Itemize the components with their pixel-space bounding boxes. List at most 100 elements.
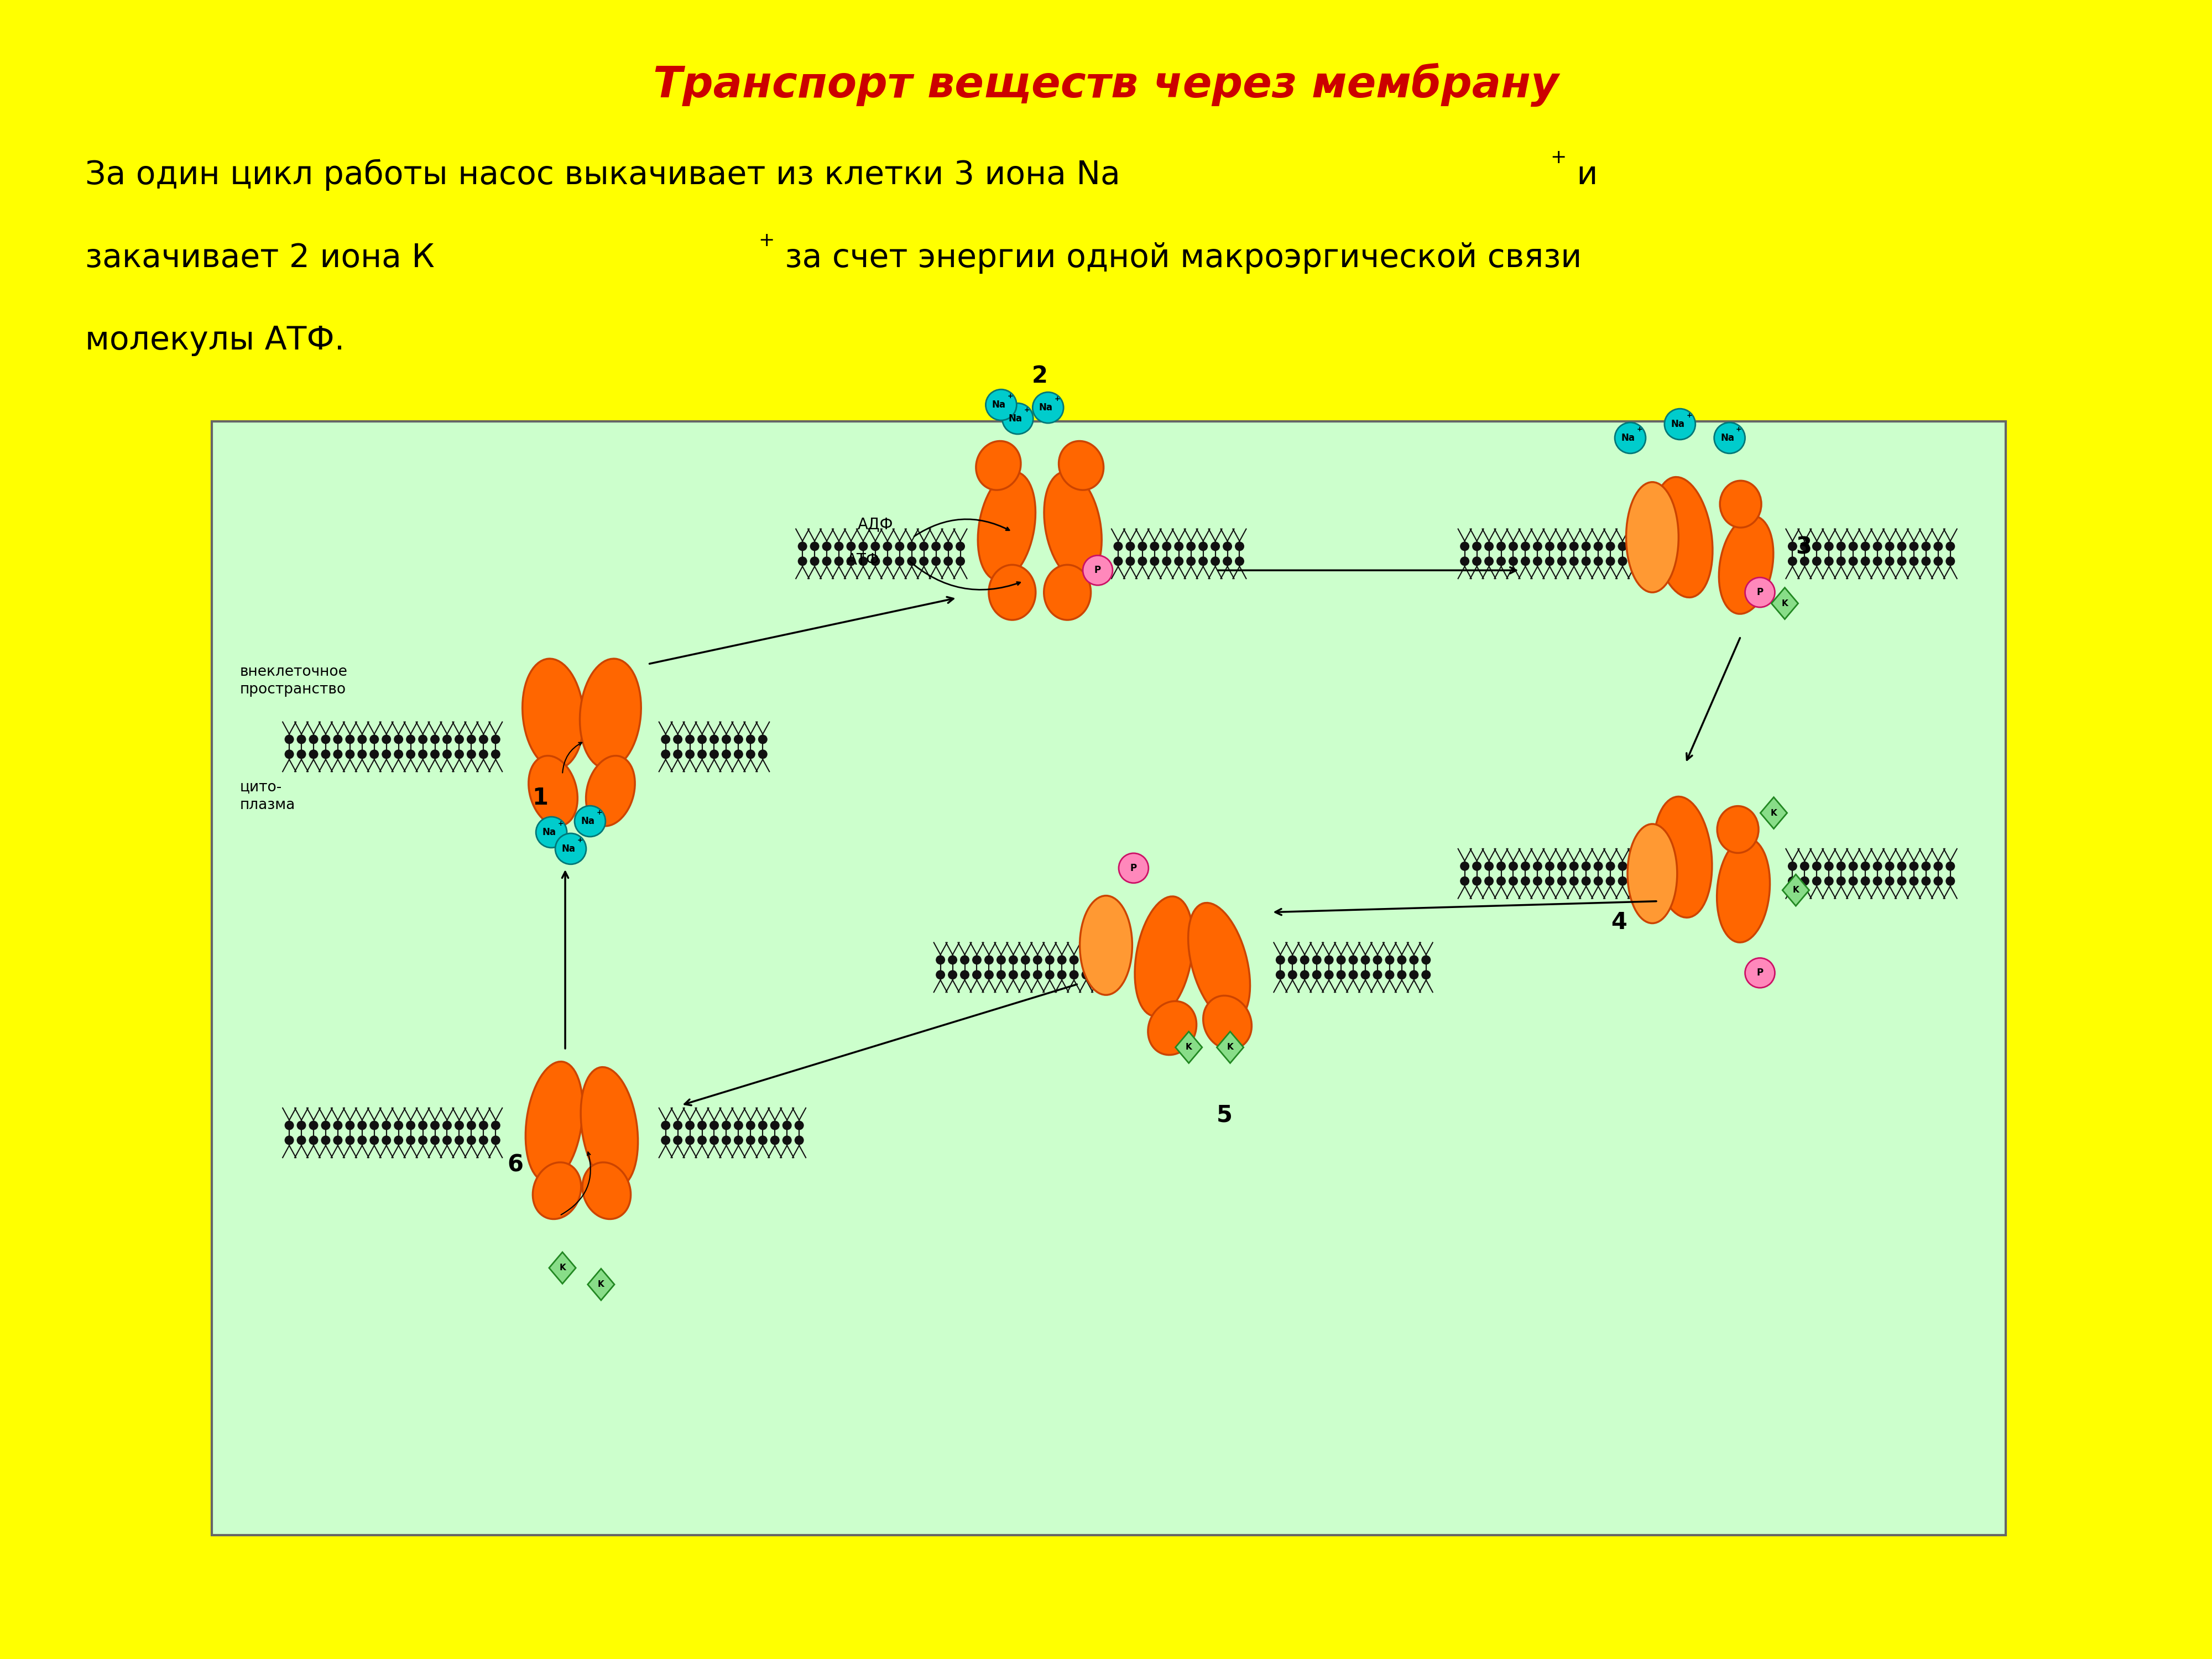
- Circle shape: [1801, 556, 1809, 566]
- Circle shape: [467, 1121, 476, 1130]
- Circle shape: [810, 556, 818, 566]
- Circle shape: [1933, 861, 1942, 871]
- Text: +: +: [1736, 426, 1741, 433]
- Circle shape: [491, 1135, 500, 1145]
- Circle shape: [945, 541, 953, 551]
- Circle shape: [467, 1135, 476, 1145]
- Circle shape: [1199, 556, 1208, 566]
- Circle shape: [1186, 556, 1197, 566]
- Circle shape: [1533, 861, 1542, 871]
- Circle shape: [1498, 556, 1506, 566]
- Circle shape: [1885, 861, 1893, 871]
- Ellipse shape: [580, 659, 641, 768]
- Circle shape: [296, 1135, 305, 1145]
- Circle shape: [1787, 541, 1796, 551]
- Circle shape: [1520, 861, 1531, 871]
- Circle shape: [1057, 956, 1066, 964]
- Circle shape: [734, 750, 743, 758]
- Circle shape: [1630, 541, 1639, 551]
- Circle shape: [431, 735, 440, 743]
- Circle shape: [1836, 861, 1845, 871]
- Circle shape: [1606, 556, 1615, 566]
- Circle shape: [1068, 956, 1079, 964]
- Circle shape: [1150, 541, 1159, 551]
- Circle shape: [956, 541, 964, 551]
- Circle shape: [661, 1121, 670, 1130]
- Circle shape: [369, 1135, 378, 1145]
- Circle shape: [661, 735, 670, 743]
- Circle shape: [1473, 876, 1482, 886]
- Text: за счет энергии одной макроэргической связи: за счет энергии одной макроэргической св…: [774, 242, 1582, 274]
- Circle shape: [1520, 541, 1531, 551]
- Circle shape: [407, 1121, 416, 1130]
- Text: +: +: [759, 231, 774, 251]
- Ellipse shape: [522, 659, 584, 768]
- Circle shape: [369, 1121, 378, 1130]
- Circle shape: [721, 1121, 730, 1130]
- Circle shape: [1175, 556, 1183, 566]
- Circle shape: [1947, 861, 1955, 871]
- Circle shape: [1460, 556, 1469, 566]
- Circle shape: [1484, 861, 1493, 871]
- Text: Транспорт веществ через мембрану: Транспорт веществ через мембрану: [653, 63, 1559, 106]
- Circle shape: [710, 1135, 719, 1145]
- Circle shape: [296, 1121, 305, 1130]
- Text: K: K: [1770, 810, 1776, 818]
- Circle shape: [1544, 541, 1555, 551]
- Circle shape: [1119, 853, 1148, 883]
- Circle shape: [960, 956, 969, 964]
- Circle shape: [697, 750, 708, 758]
- Circle shape: [1568, 556, 1579, 566]
- Circle shape: [1922, 861, 1931, 871]
- Polygon shape: [588, 1269, 615, 1301]
- Ellipse shape: [1626, 483, 1679, 592]
- Circle shape: [1186, 541, 1197, 551]
- Circle shape: [1287, 971, 1296, 979]
- Circle shape: [1898, 861, 1907, 871]
- Circle shape: [1385, 971, 1394, 979]
- Circle shape: [799, 556, 807, 566]
- Circle shape: [1533, 876, 1542, 886]
- Circle shape: [686, 1121, 695, 1130]
- Circle shape: [1557, 541, 1566, 551]
- Circle shape: [1922, 541, 1931, 551]
- Circle shape: [442, 1135, 451, 1145]
- Circle shape: [661, 1135, 670, 1145]
- Polygon shape: [549, 1253, 575, 1284]
- Circle shape: [1161, 541, 1172, 551]
- Circle shape: [945, 556, 953, 566]
- Circle shape: [1812, 556, 1820, 566]
- Circle shape: [467, 735, 476, 743]
- Circle shape: [1874, 541, 1882, 551]
- Circle shape: [1374, 971, 1383, 979]
- Circle shape: [1509, 541, 1517, 551]
- Text: Na: Na: [582, 816, 595, 826]
- Circle shape: [920, 556, 929, 566]
- Ellipse shape: [1652, 796, 1712, 917]
- Circle shape: [1498, 876, 1506, 886]
- Circle shape: [1606, 861, 1615, 871]
- Circle shape: [1557, 556, 1566, 566]
- Circle shape: [1484, 876, 1493, 886]
- Circle shape: [1922, 876, 1931, 886]
- Circle shape: [555, 833, 586, 864]
- Circle shape: [1473, 541, 1482, 551]
- Circle shape: [734, 1121, 743, 1130]
- Circle shape: [1409, 971, 1418, 979]
- Circle shape: [810, 541, 818, 551]
- Circle shape: [358, 735, 367, 743]
- Circle shape: [1126, 556, 1135, 566]
- Circle shape: [310, 1135, 319, 1145]
- Circle shape: [321, 1135, 330, 1145]
- Circle shape: [1422, 971, 1431, 979]
- Circle shape: [1874, 876, 1882, 886]
- Circle shape: [745, 1135, 754, 1145]
- Circle shape: [1082, 971, 1091, 979]
- Circle shape: [672, 1121, 684, 1130]
- Text: и: и: [1566, 159, 1597, 191]
- Text: +: +: [557, 820, 564, 828]
- Circle shape: [1533, 541, 1542, 551]
- Circle shape: [1385, 956, 1394, 964]
- Circle shape: [1825, 861, 1834, 871]
- Ellipse shape: [1203, 995, 1252, 1050]
